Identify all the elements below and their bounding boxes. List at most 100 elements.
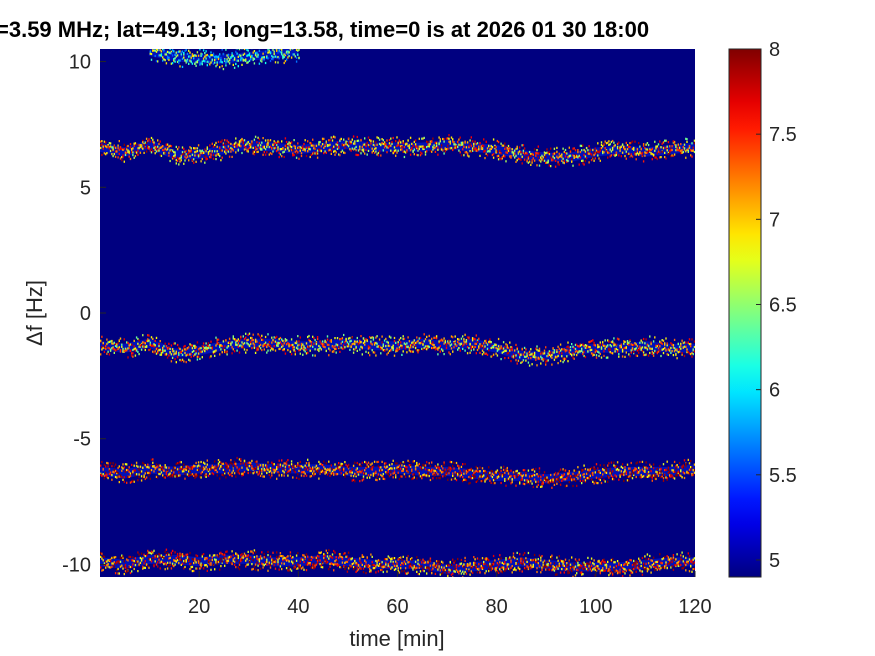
- spectrogram-cell: [673, 477, 676, 480]
- spectrogram-cell: [603, 464, 605, 467]
- spectrogram-cell: [468, 482, 470, 485]
- spectrogram-cell: [309, 475, 311, 478]
- spectrogram-cell: [199, 350, 201, 353]
- spectrogram-cell: [432, 468, 434, 471]
- spectrogram-cell: [475, 465, 477, 469]
- spectrogram-cell: [129, 475, 132, 478]
- spectrogram-cell: [312, 138, 314, 141]
- spectrogram-cell: [392, 476, 394, 479]
- spectrogram-cell: [279, 341, 282, 344]
- spectrogram-cell: [346, 345, 349, 348]
- spectrogram-cell: [589, 148, 591, 151]
- spectrogram-cell: [307, 555, 309, 558]
- spectrogram-cell: [274, 336, 277, 339]
- spectrogram-cell: [166, 567, 169, 570]
- spectrogram-cell: [413, 476, 415, 479]
- spectrogram-cell: [366, 476, 368, 479]
- spectrogram-cell: [320, 564, 322, 567]
- spectrogram-cell: [144, 560, 146, 563]
- spectrogram-cell: [190, 147, 192, 150]
- spectrogram-cell: [362, 143, 365, 146]
- spectrogram-cell: [344, 151, 346, 155]
- spectrogram-cell: [398, 144, 401, 147]
- spectrogram-cell: [572, 352, 574, 355]
- spectrogram-cell: [266, 345, 268, 349]
- spectrogram-cell: [639, 460, 641, 464]
- spectrogram-cell: [362, 567, 365, 570]
- spectrogram-cell: [497, 348, 500, 351]
- spectrogram-cell: [137, 342, 139, 345]
- spectrogram-cell: [268, 470, 270, 473]
- spectrogram-cell: [546, 151, 548, 154]
- spectrogram-cell: [336, 560, 339, 563]
- spectrogram-cell: [619, 147, 621, 150]
- spectrogram-cell: [127, 341, 129, 344]
- spectrogram-cell: [623, 347, 625, 350]
- spectrogram-cell: [646, 151, 649, 154]
- spectrogram-cell: [656, 472, 658, 475]
- spectrogram-cell: [338, 466, 340, 469]
- spectrogram-cell: [677, 342, 679, 345]
- spectrogram-cell: [262, 153, 264, 156]
- spectrogram-cell: [207, 342, 210, 345]
- spectrogram-cell: [388, 475, 391, 478]
- spectrogram-cell: [636, 469, 639, 472]
- spectrogram-cell: [431, 461, 433, 464]
- spectrogram-cell: [573, 474, 575, 477]
- spectrogram-cell: [691, 351, 693, 355]
- spectrogram-cell: [514, 149, 516, 152]
- spectrogram-cell: [158, 349, 160, 352]
- spectrogram-cell: [392, 152, 394, 155]
- spectrogram-cell: [324, 472, 326, 475]
- spectrogram-cell: [592, 156, 594, 159]
- spectrogram-cell: [422, 463, 424, 466]
- spectrogram-cell: [644, 466, 646, 469]
- spectrogram-cell: [391, 467, 393, 470]
- spectrogram-cell: [490, 355, 492, 358]
- spectrogram-cell: [169, 149, 171, 152]
- spectrogram-cell: [191, 565, 194, 568]
- spectrogram-cell: [377, 345, 380, 348]
- spectrogram-cell: [290, 556, 293, 560]
- spectrogram-cell: [236, 456, 238, 460]
- spectrogram-cell: [200, 160, 202, 163]
- spectrogram-cell: [284, 465, 287, 468]
- spectrogram-cell: [157, 465, 159, 468]
- spectrogram-cell: [573, 347, 575, 350]
- spectrogram-cell: [307, 458, 309, 461]
- spectrogram-cell: [137, 147, 139, 150]
- spectrogram-cell: [231, 148, 233, 151]
- spectrogram-cell: [284, 144, 287, 147]
- spectrogram-cell: [300, 342, 303, 345]
- spectrogram-cell: [200, 476, 202, 479]
- spectrogram-cell: [579, 474, 582, 477]
- spectrogram-cell: [392, 344, 394, 347]
- spectrogram-cell: [181, 349, 184, 352]
- spectrogram-cell: [321, 566, 324, 569]
- spectrogram-cell: [681, 339, 683, 342]
- spectrogram-cell: [319, 551, 321, 555]
- spectrogram-cell: [480, 345, 482, 349]
- spectrogram-cell: [475, 334, 477, 337]
- spectrogram-cell: [457, 338, 459, 341]
- spectrogram-cell: [330, 136, 332, 139]
- spectrogram-cell: [469, 343, 471, 346]
- spectrogram-cell: [241, 474, 243, 477]
- spectrogram-cell: [615, 475, 618, 478]
- spectrogram-cell: [250, 550, 252, 553]
- spectrogram-cell: [245, 351, 247, 354]
- spectrogram-cell: [512, 154, 515, 157]
- spectrogram-cell: [152, 461, 154, 464]
- spectrogram-cell: [339, 553, 341, 556]
- spectrogram-cell: [175, 350, 177, 353]
- spectrogram-cell: [284, 352, 287, 355]
- spectrogram-cell: [514, 476, 516, 479]
- spectrogram-cell: [556, 478, 558, 481]
- spectrogram-cell: [497, 337, 500, 341]
- spectrogram-cell: [527, 352, 530, 355]
- spectrogram-cell: [199, 149, 201, 152]
- spectrogram-cell: [259, 567, 262, 570]
- spectrogram-cell: [392, 136, 394, 140]
- spectrogram-cell: [228, 340, 231, 344]
- spectrogram-cell: [574, 343, 577, 346]
